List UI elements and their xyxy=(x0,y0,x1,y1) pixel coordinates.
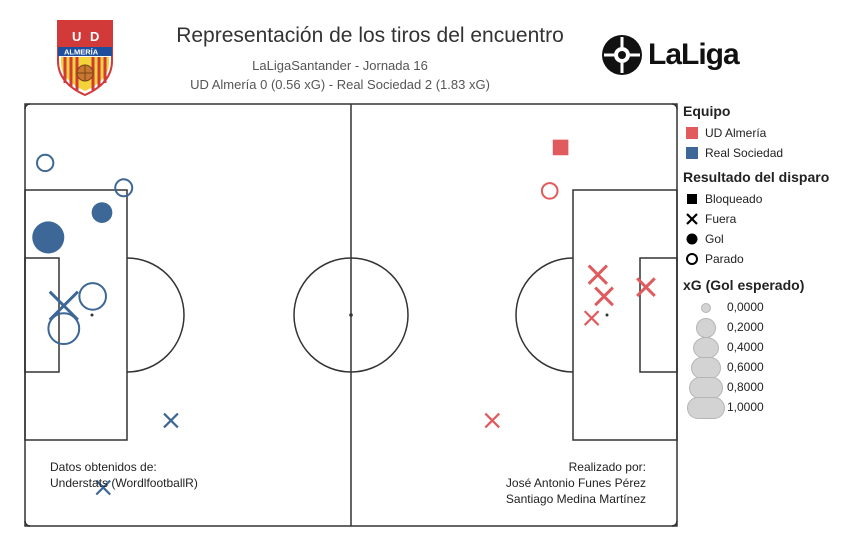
legend-result-off-target: Fuera xyxy=(683,209,863,229)
pitch-lines xyxy=(24,103,678,527)
shot-marker xyxy=(163,412,179,429)
legend-xg-0: 0,0000 xyxy=(683,297,863,317)
filled-circle-icon xyxy=(686,233,698,245)
data-source-note: Datos obtenidos de: Understats (Wordlfoo… xyxy=(50,460,198,490)
almeria-color-swatch xyxy=(686,127,698,139)
laliga-logo-icon xyxy=(602,35,642,75)
xg-size-dot xyxy=(693,337,719,359)
svg-text:ALMERÍA: ALMERÍA xyxy=(64,48,99,57)
shot-marker xyxy=(95,479,111,496)
legend-xg-1: 0,2000 xyxy=(683,317,863,338)
legend-team-almeria: UD Almería xyxy=(683,123,863,143)
legend-xg-3: 0,6000 xyxy=(683,357,863,379)
chart-subtitle-score: UD Almería 0 (0.56 xG) - Real Sociedad 2… xyxy=(190,77,490,92)
chart-subtitle-round: LaLigaSantander - Jornada 16 xyxy=(252,58,428,73)
shot-marker xyxy=(587,264,608,285)
legend-team-real-sociedad: Real Sociedad xyxy=(683,143,863,163)
legend-result-title: Resultado del disparo xyxy=(683,169,830,185)
authors-note: Realizado por: José Antonio Funes Pérez … xyxy=(505,460,646,506)
shot-marker xyxy=(594,286,614,307)
shot-marker xyxy=(91,202,113,223)
legend-result-blocked: Bloqueado xyxy=(683,189,863,209)
square-icon xyxy=(687,194,697,204)
legend-team-title: Equipo xyxy=(683,103,731,119)
shot-marker xyxy=(484,412,500,429)
cross-icon xyxy=(686,213,698,225)
shot-markers xyxy=(32,139,656,496)
legend-result-saved: Parado xyxy=(683,249,863,269)
legend-xg-5: 1,0000 xyxy=(683,397,863,419)
xg-size-dot xyxy=(701,303,711,313)
shot-marker xyxy=(48,290,79,321)
shot-marker xyxy=(36,153,55,173)
shot-marker xyxy=(636,277,656,297)
legend: Equipo UD Almería Real Sociedad Resultad… xyxy=(683,103,863,419)
legend-xg-4: 0,8000 xyxy=(683,377,863,399)
open-circle-icon xyxy=(686,253,698,265)
pitch-spots xyxy=(90,313,609,317)
shot-marker xyxy=(540,182,559,200)
chart-title: Representación de los tiros del encuentr… xyxy=(176,24,564,47)
shot-marker xyxy=(114,178,134,198)
shot-marker xyxy=(78,282,107,311)
legend-result-goal: Gol xyxy=(683,229,863,249)
xg-size-dot xyxy=(696,318,716,338)
ud-almeria-crest-logo: U D ALMERÍA xyxy=(57,20,113,97)
xg-size-dot xyxy=(689,377,723,399)
svg-text:U: U xyxy=(72,29,81,44)
shot-marker xyxy=(47,312,81,346)
shot-marker xyxy=(552,139,569,156)
svg-text:D: D xyxy=(90,29,99,44)
shot-marker xyxy=(583,310,600,326)
shot-marker xyxy=(32,221,65,254)
laliga-logo-text: LaLiga xyxy=(648,38,740,71)
legend-xg-title: xG (Gol esperado) xyxy=(683,277,805,293)
legend-xg-2: 0,4000 xyxy=(683,337,863,359)
real-sociedad-color-swatch xyxy=(686,147,698,159)
xg-size-dot xyxy=(687,397,725,419)
xg-size-dot xyxy=(691,357,721,379)
